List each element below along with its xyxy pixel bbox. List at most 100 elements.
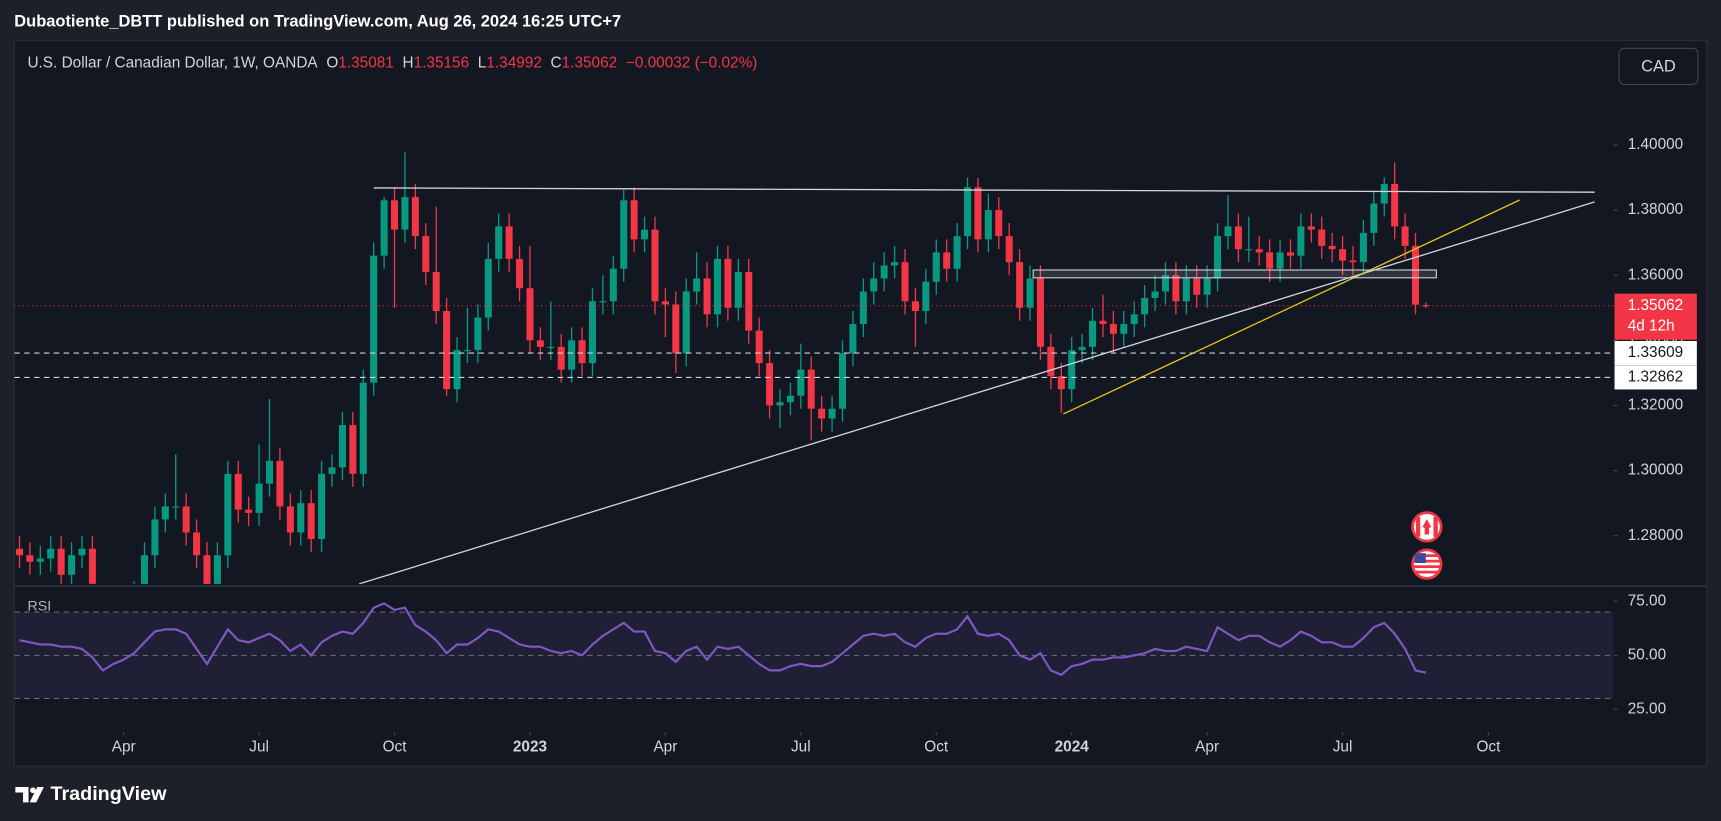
candle-body [1307, 226, 1315, 230]
x-tick-label: Jul [249, 739, 269, 756]
level-label-box [1614, 340, 1697, 366]
candle-body [432, 271, 440, 312]
candle-body [411, 197, 419, 237]
candle-body [557, 346, 565, 370]
candle-body [276, 460, 284, 507]
candle-body [818, 408, 826, 419]
candle-body [974, 187, 982, 240]
candle-body [526, 288, 534, 341]
flag-stripe [1413, 559, 1441, 563]
candle-body [943, 252, 951, 269]
candle-body [536, 340, 544, 347]
countdown-label: 4d 12h [1628, 318, 1675, 335]
candle-body [182, 506, 190, 533]
candle-body [1266, 252, 1274, 269]
candle-body [78, 548, 86, 556]
high-label: H [403, 55, 414, 72]
candle-body [140, 555, 149, 584]
us-flag-icon [1411, 548, 1443, 580]
candle-body [786, 395, 794, 403]
candle-body [1130, 314, 1138, 325]
candle-body [797, 369, 805, 396]
y-tick-label: 1.32000 [1628, 397, 1684, 414]
candle-body [1380, 184, 1388, 204]
candle-body [1359, 232, 1367, 263]
candle-body [297, 503, 305, 533]
candle-body [245, 509, 253, 513]
candle-body [1016, 262, 1024, 308]
rsi-y-tick-label: 75.00 [1628, 592, 1666, 609]
y-tick-label: 1.38000 [1628, 201, 1684, 218]
legend: U.S. Dollar / Canadian Dollar, 1W, OANDA… [27, 55, 757, 72]
rsi-title: RSI [27, 599, 51, 615]
candle-body [891, 262, 899, 266]
candle-body [620, 200, 628, 269]
candle-body [547, 346, 555, 348]
candle-body [880, 265, 888, 279]
level-label: 1.33609 [1628, 344, 1684, 361]
candle-body [911, 301, 919, 312]
candle-body [1057, 376, 1065, 390]
candle-body [1224, 226, 1232, 237]
candle-body [984, 210, 992, 240]
candle-body [651, 229, 659, 302]
rsi-band [14, 612, 1614, 699]
candle-body [1214, 236, 1222, 279]
candle-body [265, 460, 274, 484]
candle-body [359, 382, 367, 474]
candle-body [1026, 278, 1034, 308]
candle-body [328, 467, 336, 474]
candle-body [401, 197, 409, 230]
candle-body [964, 187, 972, 237]
candle-body [1120, 324, 1128, 334]
candle-body [1349, 260, 1357, 263]
high-value: 1.35156 [414, 55, 470, 72]
candle-body [932, 252, 940, 282]
candle-body [68, 555, 76, 575]
publisher: Dubaotiente_DBTT published on TradingVie… [14, 12, 621, 30]
candle-body [953, 236, 961, 269]
candle-body [151, 519, 159, 556]
y-tick-label: 1.30000 [1628, 462, 1684, 479]
x-tick-label: Jul [791, 739, 811, 756]
candle-body [213, 555, 221, 584]
low-label: L [478, 55, 487, 72]
candle-body [1089, 320, 1097, 347]
currency-button[interactable] [1618, 47, 1699, 86]
candle-body [838, 353, 847, 409]
candle-body [1339, 249, 1347, 261]
flag-stripe [1415, 516, 1421, 537]
candle-body [1036, 278, 1044, 347]
x-tick-label: 2024 [1055, 739, 1090, 756]
candle-body [1193, 278, 1201, 295]
level-label-box [1614, 365, 1697, 390]
candle-body [1255, 249, 1263, 253]
candle-body [505, 226, 513, 259]
symbol-title: U.S. Dollar / Canadian Dollar, 1W, OANDA [27, 55, 318, 72]
candle-body [422, 236, 430, 272]
candle-body [1005, 236, 1013, 263]
candle-body [88, 548, 96, 584]
candle-body [672, 304, 680, 354]
candle-body [307, 503, 315, 539]
maple-leaf [1422, 519, 1432, 535]
x-tick-label: Oct [924, 739, 949, 756]
rsi-pane [14, 602, 1614, 699]
candle-body [1276, 252, 1284, 269]
x-tick-label: Apr [112, 739, 136, 756]
zone-rect [1032, 269, 1437, 279]
candle-body [1318, 229, 1326, 246]
candle-body [1151, 291, 1159, 298]
candle-body [1109, 324, 1117, 334]
candle-body [755, 330, 763, 364]
x-tick-label: Apr [653, 739, 677, 756]
currency-label[interactable]: CAD [1641, 57, 1676, 75]
candle-body [1401, 226, 1409, 246]
candle-body [234, 473, 242, 510]
candle-body [641, 229, 649, 240]
x-tick-label: Oct [1476, 739, 1501, 756]
flag-stripe [1414, 554, 1439, 558]
trend-line [358, 201, 1595, 584]
candle-body [318, 473, 326, 539]
candle-body [26, 555, 34, 562]
